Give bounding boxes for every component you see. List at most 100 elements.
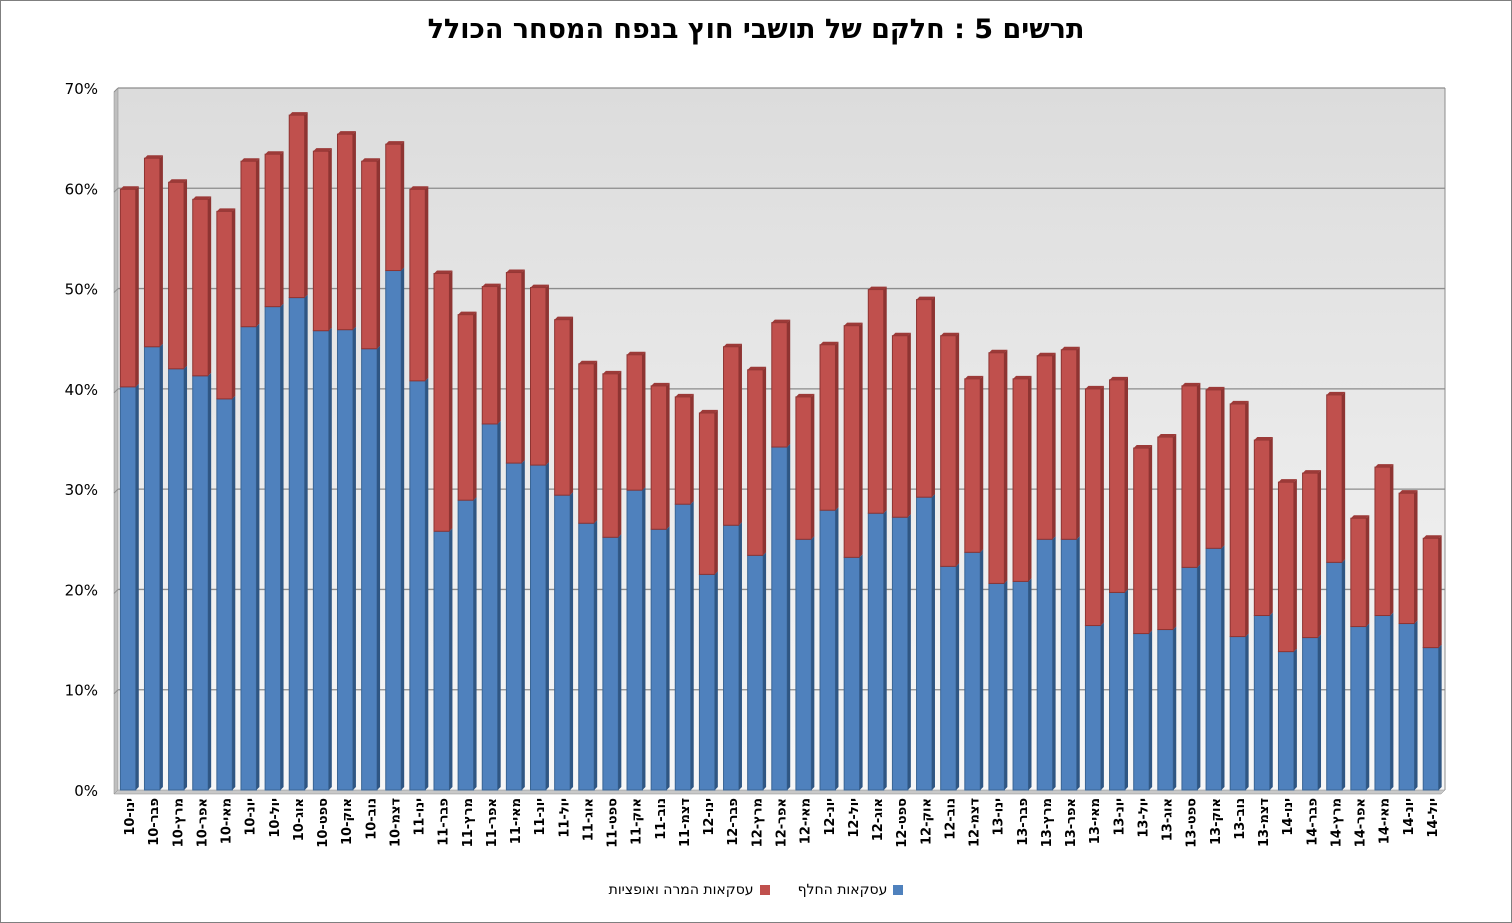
bar-side-conversion bbox=[1100, 385, 1104, 626]
bar-side-swap bbox=[280, 303, 284, 790]
bar-swap bbox=[891, 516, 909, 791]
bar-top-cap bbox=[747, 366, 767, 370]
bar-top-cap bbox=[1326, 391, 1346, 395]
gridline-diag bbox=[113, 589, 119, 594]
bar-conversion bbox=[119, 188, 137, 388]
bar-side-conversion bbox=[352, 131, 356, 330]
bar-side-conversion bbox=[1052, 352, 1056, 540]
bar-side-swap bbox=[1004, 580, 1008, 790]
y-tick-label: 10% bbox=[65, 682, 98, 700]
x-tick-label: אוג-12 bbox=[871, 798, 886, 841]
bar-side-conversion bbox=[1318, 470, 1322, 638]
bar-conversion bbox=[505, 272, 523, 464]
bar-side-swap bbox=[1221, 545, 1225, 790]
x-tick-label: יונ-10 bbox=[244, 798, 259, 836]
x-tick-label: פבר-14 bbox=[1305, 798, 1320, 846]
x-tick-label: מרץ-14 bbox=[1329, 798, 1344, 847]
bar-conversion bbox=[336, 133, 354, 331]
x-tick-label: יול-13 bbox=[1136, 798, 1151, 838]
x-tick-label: אוק-12 bbox=[919, 798, 934, 845]
bar-conversion bbox=[1326, 394, 1343, 563]
bar-top-cap bbox=[1013, 375, 1032, 379]
x-tick-label: אפר-12 bbox=[775, 798, 790, 847]
bar-conversion bbox=[1398, 492, 1416, 625]
x-tick-label: אפר-14 bbox=[1354, 798, 1369, 847]
gridline-diag bbox=[113, 388, 119, 394]
bar-side-conversion bbox=[787, 319, 791, 448]
bar-swap bbox=[409, 380, 426, 791]
bar-conversion bbox=[288, 114, 306, 299]
bar-swap bbox=[1277, 651, 1295, 791]
bar-side-conversion bbox=[328, 148, 332, 331]
bar-swap bbox=[1060, 538, 1078, 791]
bar-conversion bbox=[1350, 517, 1367, 628]
bar-side-conversion bbox=[931, 296, 935, 498]
bar-side-conversion bbox=[1125, 376, 1129, 593]
legend-label-swap: עסקאות החלף bbox=[797, 882, 888, 898]
bar-swap bbox=[1012, 580, 1029, 791]
bar-top-cap bbox=[820, 341, 839, 345]
bar-side-swap bbox=[980, 549, 984, 790]
bar-swap bbox=[264, 306, 282, 791]
x-tick-label: דצמ-12 bbox=[968, 798, 983, 847]
bar-side-swap bbox=[738, 522, 742, 790]
x-tick-label: ינו-12 bbox=[702, 798, 717, 836]
bar-side-conversion bbox=[1438, 535, 1442, 648]
y-tick-label: 60% bbox=[65, 180, 98, 198]
bar-side-swap bbox=[184, 365, 188, 790]
bar-side-conversion bbox=[690, 393, 694, 505]
bar-top-cap bbox=[1423, 535, 1442, 539]
bar-conversion bbox=[771, 322, 788, 448]
bar-top-cap bbox=[1181, 382, 1201, 386]
bar-side-conversion bbox=[1293, 479, 1297, 652]
bar-swap bbox=[1205, 547, 1223, 791]
bar-top-cap bbox=[988, 349, 1008, 353]
bar-top-cap bbox=[699, 409, 718, 413]
bar-conversion bbox=[650, 385, 668, 530]
bar-swap bbox=[940, 565, 957, 791]
bar-side-swap bbox=[618, 534, 622, 790]
x-tick-label: מאי-12 bbox=[799, 798, 814, 844]
bar-swap bbox=[988, 582, 1005, 791]
bar-conversion bbox=[481, 286, 499, 425]
bar-swap bbox=[1133, 633, 1150, 791]
plot-side-wall bbox=[113, 87, 119, 795]
bar-swap bbox=[530, 464, 547, 791]
bar-top-cap bbox=[1278, 479, 1297, 483]
x-tick-label: נוב-10 bbox=[364, 798, 379, 840]
bar-side-conversion bbox=[1414, 490, 1418, 624]
y-tick-label: 0% bbox=[74, 782, 98, 800]
bar-top-cap bbox=[940, 332, 960, 336]
bar-side-swap bbox=[401, 267, 405, 790]
bar-side-conversion bbox=[256, 158, 260, 327]
bar-side-swap bbox=[1293, 648, 1297, 790]
bar-top-cap bbox=[1037, 352, 1056, 356]
bar-side-swap bbox=[232, 395, 236, 790]
x-tick-label: דצמ-11 bbox=[678, 798, 693, 847]
bar-conversion bbox=[240, 160, 257, 328]
x-tick-label: מאי-13 bbox=[1088, 798, 1103, 844]
gridline-diag bbox=[113, 187, 119, 193]
bar-side-swap bbox=[642, 487, 646, 790]
bar-conversion bbox=[698, 412, 716, 575]
bar-side-conversion bbox=[184, 179, 188, 369]
legend-label-conversion: עסקאות המרה ואופציות bbox=[608, 882, 754, 898]
bar-side-swap bbox=[1173, 626, 1177, 790]
bar-top-cap bbox=[1109, 376, 1129, 380]
x-tick-label: מאי-10 bbox=[220, 798, 235, 844]
x-tick-label: יול-12 bbox=[847, 798, 862, 838]
bar-top-cap bbox=[578, 360, 598, 364]
bar-swap bbox=[1398, 623, 1416, 791]
x-tick-label: ינו-11 bbox=[413, 798, 428, 836]
bar-top-cap bbox=[964, 375, 984, 379]
bar-side-swap bbox=[811, 536, 815, 790]
bar-swap bbox=[650, 528, 668, 791]
bar-swap bbox=[916, 496, 933, 791]
bar-side-conversion bbox=[618, 370, 622, 538]
bar-conversion bbox=[578, 363, 595, 524]
bar-conversion bbox=[385, 143, 402, 272]
bar-side-swap bbox=[931, 494, 935, 790]
bar-top-cap bbox=[265, 151, 284, 155]
bar-top-cap bbox=[844, 322, 863, 326]
bar-side-conversion bbox=[304, 112, 308, 298]
